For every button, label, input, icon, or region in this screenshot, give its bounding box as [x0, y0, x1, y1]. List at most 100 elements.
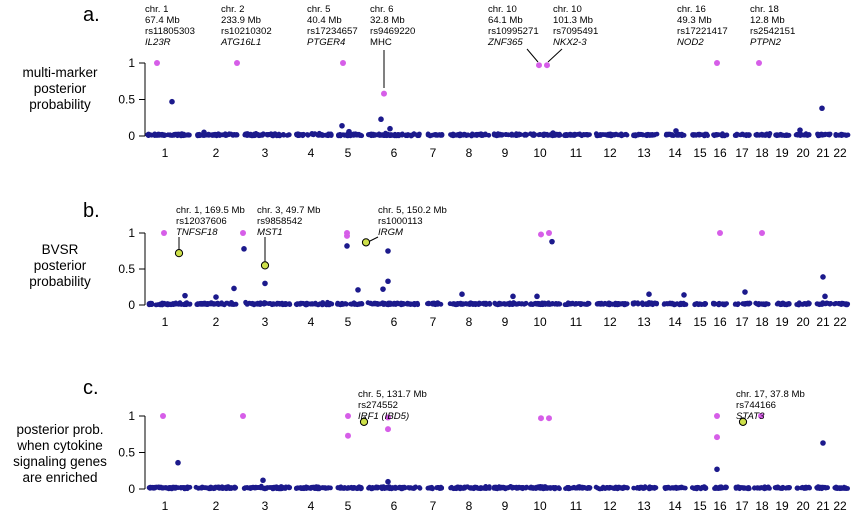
snp-point-baseline — [155, 302, 161, 307]
snp-point-baseline — [411, 485, 417, 491]
snp-point-baseline — [197, 132, 202, 138]
snp-point-baseline — [342, 485, 348, 491]
snp-point-baseline — [207, 301, 213, 306]
x-tick-label-chr-2: 2 — [213, 315, 220, 329]
snp-point-baseline — [516, 132, 521, 138]
snp-point-baseline — [179, 132, 184, 138]
annotation-text: rs9469220 — [370, 26, 415, 37]
y-axis-label: are enriched — [22, 470, 97, 485]
snp-point-baseline — [618, 132, 624, 138]
x-tick-label-chr-6: 6 — [391, 146, 398, 160]
snp-point-baseline — [698, 301, 704, 307]
x-tick-label-chr-3: 3 — [262, 315, 269, 329]
snp-point-baseline — [302, 485, 308, 490]
snp-point-baseline — [366, 132, 371, 138]
snp-point-baseline — [541, 132, 547, 137]
snp-point-baseline — [794, 302, 800, 307]
snp-point-baseline — [447, 301, 453, 307]
x-tick-label-chr-15: 15 — [693, 315, 707, 329]
top-hit-point-chr-1 — [154, 60, 160, 66]
annotation-gene-name: NKX2-3 — [553, 37, 587, 48]
annotation-text: rs10995271 — [488, 26, 539, 37]
snp-point-baseline — [365, 300, 371, 306]
x-tick-label-chr-7: 7 — [430, 499, 437, 512]
snp-point-baseline — [733, 484, 739, 490]
snp-point-baseline — [469, 486, 475, 491]
annotation-text: chr. 6 — [370, 4, 393, 15]
snp-point-baseline — [372, 485, 377, 491]
snp-point-chr-16 — [714, 466, 720, 473]
snp-point-baseline — [216, 131, 221, 137]
y-axis-label: posterior — [34, 258, 87, 273]
snp-point-baseline — [523, 300, 529, 306]
snp-point-baseline — [149, 300, 155, 306]
snp-point-baseline — [612, 485, 618, 491]
snp-point-baseline — [841, 301, 847, 307]
highlighted-point-chr-5 — [359, 417, 369, 426]
snp-point-baseline — [534, 301, 539, 307]
snp-point-baseline — [819, 485, 825, 490]
snp-point-baseline — [158, 132, 164, 137]
snp-point-chr-6 — [380, 286, 386, 292]
snp-point-baseline — [482, 486, 488, 491]
snp-point-baseline — [389, 485, 394, 491]
snp-point-chr-5 — [346, 128, 352, 135]
snp-point-baseline — [562, 302, 568, 308]
snp-point-baseline — [606, 133, 611, 138]
snp-point-baseline — [400, 484, 405, 490]
x-tick-label-chr-16: 16 — [713, 499, 727, 512]
snp-point-baseline — [752, 485, 757, 491]
annotation-leader-line — [547, 48, 563, 63]
snp-point-chr-2 — [213, 294, 219, 300]
snp-point-baseline — [294, 485, 300, 491]
snp-point-baseline — [325, 485, 331, 491]
snp-point-baseline — [427, 485, 433, 490]
snp-point-baseline — [416, 133, 422, 139]
x-tick-label-chr-7: 7 — [430, 315, 437, 329]
snp-point-baseline — [298, 301, 303, 307]
snp-point-baseline — [717, 301, 722, 307]
snp-point-baseline — [499, 301, 505, 307]
snp-point-baseline — [309, 485, 314, 491]
snp-point-baseline — [522, 131, 528, 137]
y-tick-label: 0 — [128, 129, 135, 143]
snp-point-baseline — [530, 132, 536, 138]
snp-point-baseline — [427, 133, 433, 139]
annotation-text: rs744166 — [736, 400, 776, 411]
snp-point-baseline — [271, 301, 277, 307]
snp-point-baseline — [476, 485, 482, 491]
snp-point-baseline — [403, 133, 409, 139]
snp-point-baseline — [171, 132, 177, 138]
highlighted-point-chr-5 — [361, 238, 371, 247]
panel-letter: c. — [83, 377, 99, 399]
x-tick-label-chr-1: 1 — [162, 315, 169, 329]
snp-point-baseline — [814, 301, 820, 307]
snp-point-baseline — [221, 132, 226, 138]
snp-point-baseline — [843, 132, 848, 138]
snp-point-baseline — [387, 300, 393, 306]
top-hit-point-chr-10 — [544, 62, 550, 69]
snp-point-baseline — [329, 301, 335, 307]
snp-point-baseline — [510, 132, 516, 138]
snp-point-baseline — [249, 301, 255, 307]
snp-point-chr-3 — [262, 280, 268, 287]
annotation-text: 101.3 Mb — [553, 15, 593, 26]
annotation-text: chr. 18 — [750, 4, 779, 15]
x-tick-label-chr-10: 10 — [533, 499, 547, 512]
snp-point-baseline — [631, 485, 637, 491]
x-tick-label-chr-17: 17 — [735, 499, 749, 512]
top-hit-point-chr-5 — [345, 432, 351, 439]
x-tick-label-chr-2: 2 — [213, 499, 220, 512]
x-tick-label-chr-18: 18 — [755, 315, 769, 329]
snp-point-baseline — [680, 132, 686, 138]
snp-point-baseline — [517, 485, 522, 490]
x-tick-label-chr-12: 12 — [603, 146, 617, 160]
snp-point-baseline — [242, 485, 248, 491]
snp-point-baseline — [165, 301, 171, 307]
snp-point-baseline — [212, 485, 218, 491]
snp-point-baseline — [460, 301, 466, 307]
snp-point-baseline — [724, 301, 729, 306]
snp-point-baseline — [640, 132, 646, 138]
snp-point-baseline — [553, 485, 558, 490]
x-tick-label-chr-18: 18 — [755, 146, 769, 160]
